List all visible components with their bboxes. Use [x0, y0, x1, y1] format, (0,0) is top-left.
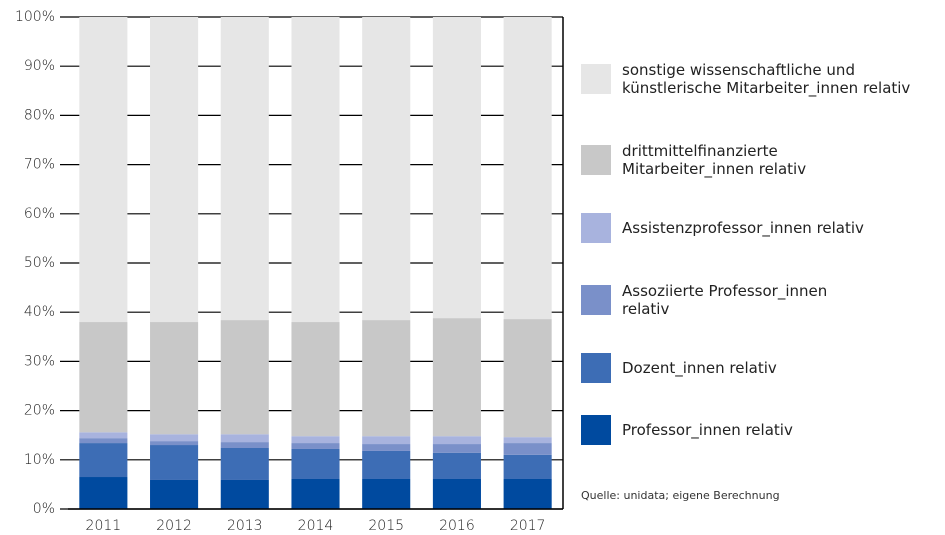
bar-segment — [79, 443, 128, 478]
legend-swatch — [581, 285, 611, 315]
legend-entry: Assoziierte Professor_innen relativ — [581, 282, 872, 318]
legend-label: drittmittelfinanzierte Mitarbeiter_innen… — [622, 142, 807, 178]
bar-segment — [220, 17, 269, 321]
y-tick-label: 70% — [24, 157, 55, 173]
legend-swatch — [581, 415, 611, 445]
legend-label: Professor_innen relativ — [622, 421, 793, 439]
bar-segment — [79, 17, 128, 323]
bar-segment — [362, 478, 411, 509]
bar-segment — [503, 17, 552, 320]
x-tick-label: 2012 — [156, 518, 192, 534]
legend-entry: Dozent_innen relativ — [581, 353, 945, 383]
bar-segment — [79, 477, 128, 509]
bar-segment — [503, 454, 552, 479]
bar-segment — [150, 17, 199, 323]
bar-segment — [79, 432, 128, 439]
y-tick-label: 30% — [24, 353, 55, 369]
x-tick-label: 2015 — [368, 518, 404, 534]
bar-segment — [291, 478, 340, 509]
bar-segment — [220, 442, 269, 448]
bar-segment — [220, 479, 269, 509]
bar-segment — [432, 444, 481, 453]
y-tick-label: 40% — [24, 304, 55, 320]
bar-segment — [362, 450, 411, 479]
legend-swatch — [581, 213, 611, 243]
bar-segment — [432, 17, 481, 319]
legend-entry: Professor_innen relativ — [581, 415, 945, 445]
legend-swatch — [581, 353, 611, 383]
x-tick-label: 2014 — [298, 518, 334, 534]
x-tick-label: 2017 — [510, 518, 546, 534]
bar-segment — [432, 436, 481, 445]
y-tick-label: 50% — [24, 255, 55, 271]
bar-segment — [432, 318, 481, 437]
y-tick-label: 100% — [15, 9, 55, 25]
bar-segment — [79, 438, 128, 444]
x-tick-label: 2016 — [439, 518, 475, 534]
y-tick-label: 20% — [24, 403, 55, 419]
bar-segment — [220, 320, 269, 435]
bar-segment — [79, 322, 128, 433]
legend-swatch — [581, 145, 611, 175]
x-tick-label: 2013 — [227, 518, 263, 534]
bar-segment — [291, 322, 340, 437]
legend-entry: drittmittelfinanzierte Mitarbeiter_innen… — [581, 142, 832, 178]
y-tick-label: 90% — [24, 58, 55, 74]
bar-segment — [362, 320, 411, 437]
bar-segment — [150, 322, 199, 435]
source-note: Quelle: unidata; eigene Berechnung — [581, 489, 780, 502]
legend-entry: sonstige wissenschaftliche und künstleri… — [581, 61, 945, 97]
legend-label: sonstige wissenschaftliche und künstleri… — [622, 61, 911, 97]
bar-segment — [291, 443, 340, 449]
bar-segment — [503, 437, 552, 444]
bar-segment — [432, 452, 481, 479]
bar-segment — [150, 441, 199, 446]
y-tick-label: 80% — [24, 107, 55, 123]
legend-swatch — [581, 64, 611, 94]
bar-segment — [150, 479, 199, 509]
bar-segment — [432, 478, 481, 509]
bar-segment — [220, 447, 269, 480]
y-tick-label: 10% — [24, 452, 55, 468]
bar-segment — [150, 445, 199, 480]
y-tick-label: 0% — [33, 501, 55, 517]
legend-entry: Assistenzprofessor_innen relativ — [581, 213, 945, 243]
bar-segment — [362, 436, 411, 445]
bar-segment — [503, 443, 552, 455]
x-tick-label: 2011 — [86, 518, 122, 534]
legend-label: Assoziierte Professor_innen relativ — [622, 282, 828, 318]
bar-segment — [291, 448, 340, 479]
bar-segment — [362, 17, 411, 321]
bar-segment — [150, 434, 199, 442]
bar-segment — [503, 319, 552, 438]
bar-segment — [291, 436, 340, 444]
bar-segment — [503, 478, 552, 509]
bar-segment — [220, 434, 269, 443]
bar-segment — [291, 17, 340, 323]
y-tick-label: 60% — [24, 206, 55, 222]
bar-segment — [362, 444, 411, 451]
legend-label: Assistenzprofessor_innen relativ — [622, 219, 864, 237]
legend-label: Dozent_innen relativ — [622, 359, 777, 377]
